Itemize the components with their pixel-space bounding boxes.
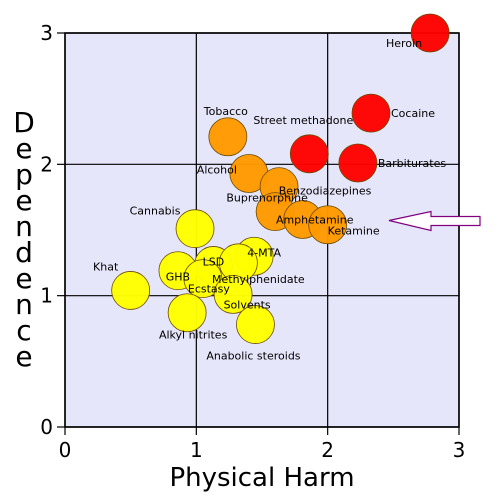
label-buprenorphine: Buprenorphine (226, 192, 308, 205)
label-barbiturates: Barbiturates (378, 157, 446, 170)
data-points (111, 13, 450, 344)
plot-frame (64, 32, 460, 428)
label-lsd: LSD (203, 255, 225, 268)
point-labels: Heroin Cocaine Street methadone Barbiturate… (93, 37, 446, 363)
label-tobacco: Tobacco (203, 105, 248, 118)
label-benzodiazepines: Benzodiazepines (279, 185, 372, 198)
label-methylphenidate: Methylphenidate (212, 273, 305, 286)
label-alcohol: Alcohol (197, 164, 237, 177)
y-axis-label-letter: e (15, 262, 32, 295)
x-tick-label: 2 (321, 438, 334, 462)
x-tick-label: 1 (190, 438, 203, 462)
label-ghb: GHB (166, 271, 190, 284)
label-4-mta: 4-MTA (247, 246, 281, 259)
annotation-arrow (388, 210, 481, 232)
y-axis-label-letter: n (15, 210, 33, 243)
point-cocaine (351, 93, 391, 133)
point-barbiturates (338, 143, 378, 183)
label-ecstasy: Ecstasy (188, 283, 231, 296)
point-heroin (410, 13, 450, 53)
label-street-methadone: Street methadone (253, 114, 353, 127)
label-alkyl-nitrites: Alkyl nitrites (159, 329, 228, 342)
label-khat: Khat (93, 260, 119, 273)
label-cannabis: Cannabis (130, 205, 181, 218)
point-khat (111, 271, 151, 310)
point-anabolic-steroids (236, 305, 275, 344)
x-axis-label: Physical Harm (169, 463, 354, 493)
label-solvents: Solvents (224, 298, 271, 311)
axis-ticks: 0 1 2 3 0 1 2 3 (40, 21, 465, 462)
label-ketamine: Ketamine (328, 225, 380, 238)
y-axis-label-letter: d (15, 236, 33, 269)
x-tick-label: 3 (453, 438, 466, 462)
label-amphetamine: Amphetamine (276, 213, 354, 226)
y-axis-label-letter: p (15, 158, 33, 191)
point-street-methadone (289, 134, 329, 174)
point-alkyl-nitrites (167, 293, 207, 333)
label-heroin: Heroin (386, 37, 422, 50)
point-tobacco (208, 117, 248, 157)
x-tick-label: 0 (59, 438, 72, 462)
y-tick-label: 0 (40, 415, 53, 439)
y-axis-label-letter: c (16, 314, 31, 347)
y-axis-label-letter: e (15, 340, 32, 373)
label-cocaine: Cocaine (391, 107, 435, 120)
point-cannabis (175, 209, 215, 249)
point-ketamine (308, 205, 348, 245)
y-axis-label-letter: D (13, 106, 35, 139)
y-axis-label-letter: e (15, 184, 32, 217)
plot-area (65, 33, 459, 427)
label-anabolic-steroids: Anabolic steroids (206, 350, 300, 363)
hollow-arrow (388, 210, 481, 232)
y-axis-label-letter: e (15, 132, 32, 165)
point-solvents (213, 274, 253, 314)
y-axis-label-letter: n (15, 288, 33, 321)
y-tick-label: 2 (40, 152, 53, 176)
y-tick-label: 1 (40, 284, 53, 308)
y-tick-label: 3 (40, 21, 53, 45)
